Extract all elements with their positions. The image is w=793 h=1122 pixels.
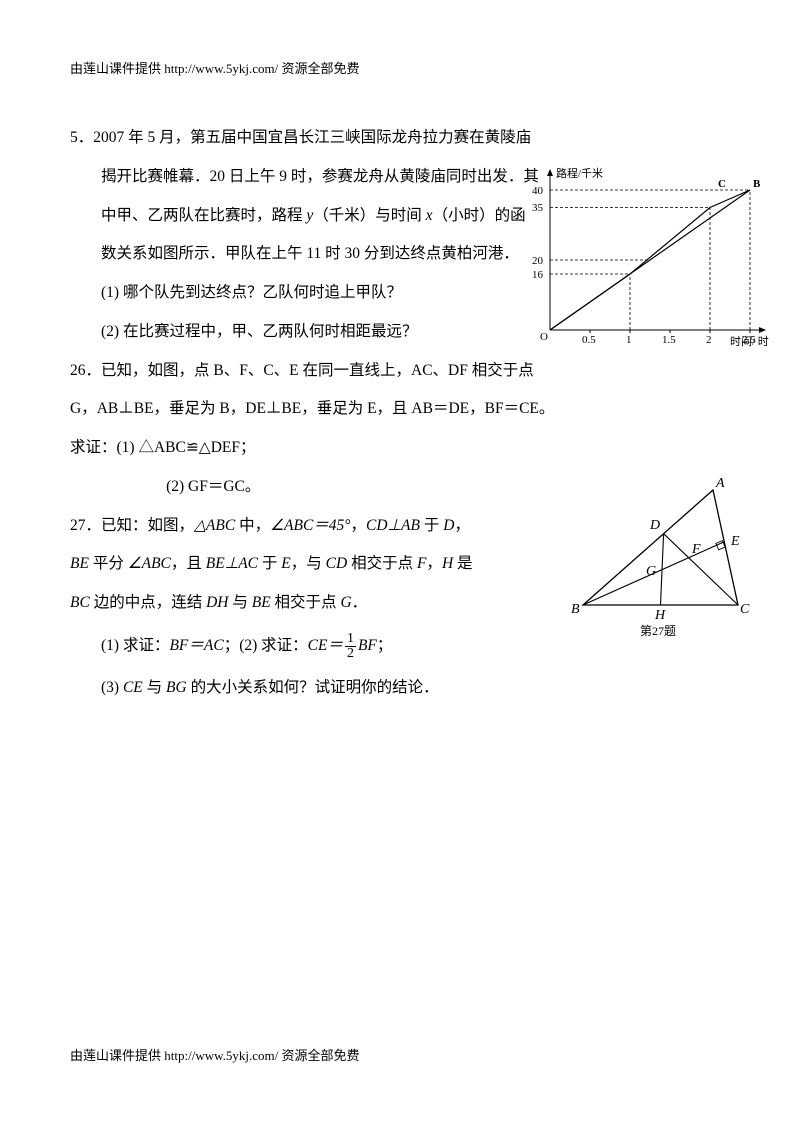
t: 中甲、乙两队在比赛时，路程: [101, 207, 306, 224]
label-c: C: [718, 178, 726, 190]
ytick: 35: [532, 202, 544, 214]
q27-l3: BC 边的中点，连结 DH 与 BE 相交于点 G．: [70, 584, 530, 623]
t: (3): [101, 679, 123, 696]
header-text2: 资源全部免费: [278, 61, 359, 76]
t: 中，: [235, 517, 270, 534]
xtick: 2.5: [742, 334, 756, 346]
y-axis-label: 路程/千米: [556, 167, 603, 180]
line-cd: [664, 534, 738, 605]
t: E: [281, 555, 290, 572]
t: 是: [453, 555, 472, 572]
t: CE＝: [308, 637, 343, 654]
t: ，: [426, 555, 442, 572]
xtick: 1: [626, 334, 632, 346]
header-text: 由莲山课件提供: [70, 61, 164, 76]
q5-chart: 路程/千米 时间/ 时 O 0.5 1 1.5 2 2.5 16 20 35 4…: [520, 165, 775, 365]
t: 与: [228, 594, 251, 611]
t: CD: [326, 555, 348, 572]
t: F: [417, 555, 426, 572]
xtick: 0.5: [582, 334, 596, 346]
fraction-half: 12: [345, 632, 356, 661]
t: 相交于点: [271, 594, 341, 611]
t: BE⊥AC: [206, 555, 258, 572]
triangle-abc: [583, 490, 738, 605]
t: DH: [206, 594, 228, 611]
label-h: H: [654, 608, 666, 623]
t: BG: [166, 679, 187, 696]
t: （千米）与时间: [313, 207, 425, 224]
t: ，与: [291, 555, 326, 572]
ytick: 16: [532, 269, 544, 281]
t: ∠ABC: [128, 555, 171, 572]
t: BF＝AC: [169, 637, 223, 654]
page-header: 由莲山课件提供 http://www.5ykj.com/ 资源全部免费: [70, 58, 723, 77]
footer-link[interactable]: http://www.5ykj.com/: [164, 1048, 278, 1063]
q27-p2: (3) CE 与 BG 的大小关系如何？试证明你的结论．: [101, 669, 723, 708]
t: ；(2) 求证：: [224, 637, 308, 654]
q26-l2: G，AB⊥BE，垂足为 B，DE⊥BE，垂足为 E，且 AB＝DE，BF＝CE。: [70, 390, 723, 429]
label-b: B: [571, 602, 580, 617]
t: H: [442, 555, 453, 572]
t: ，: [350, 517, 366, 534]
t: ，且: [171, 555, 206, 572]
xtick: 2: [706, 334, 712, 346]
t: CE: [123, 679, 143, 696]
footer-text2: 资源全部免费: [278, 1048, 359, 1063]
q27-l2: BE 平分 ∠ABC，且 BE⊥AC 于 E，与 CD 相交于点 F，H 是: [70, 545, 530, 584]
t: BE: [70, 555, 89, 572]
header-link[interactable]: http://www.5ykj.com/: [164, 61, 278, 76]
t: ，: [454, 517, 470, 534]
t: BE: [252, 594, 271, 611]
q27-l1: 27．已知：如图，△ABC 中，∠ABC＝45°，CD⊥AB 于 D，: [70, 507, 530, 546]
t: （小时）的函: [433, 207, 526, 224]
t: BC: [70, 594, 90, 611]
t: △ABC: [194, 517, 235, 534]
label-e: E: [730, 534, 740, 549]
t: 于: [420, 517, 443, 534]
label-g: G: [646, 564, 656, 579]
t: 的大小关系如何？试证明你的结论．: [187, 679, 439, 696]
label-f: F: [691, 542, 701, 557]
page-footer: 由莲山课件提供 http://www.5ykj.com/ 资源全部免费: [70, 1045, 360, 1064]
t: BF: [358, 637, 377, 654]
footer-text: 由莲山课件提供: [70, 1048, 164, 1063]
t: 与: [143, 679, 166, 696]
t: G: [340, 594, 351, 611]
t: D: [443, 517, 454, 534]
t: ．: [352, 594, 368, 611]
t: 平分: [89, 555, 128, 572]
t: CD⊥AB: [366, 517, 420, 534]
caption: 第27题: [640, 624, 676, 638]
q5-l1: 5．2007 年 5 月，第五届中国宜昌长江三峡国际龙舟拉力赛在黄陵庙: [70, 119, 723, 158]
ytick: 20: [532, 255, 544, 267]
var-x: x: [426, 207, 433, 224]
t: ∠ABC＝45°: [270, 517, 350, 534]
t: 27．已知：如图，: [70, 517, 194, 534]
q27-diagram: A B C D E F G H 第27题: [568, 475, 753, 645]
ytick: 40: [532, 185, 544, 197]
q26-l3: 求证：(1) △ABC≌△DEF；: [70, 429, 723, 468]
origin-label: O: [540, 331, 548, 343]
t: ；: [377, 637, 393, 654]
t: 边的中点，连结: [90, 594, 206, 611]
t: 相交于点: [347, 555, 417, 572]
label-a: A: [715, 476, 725, 491]
t: 于: [258, 555, 281, 572]
label-d: D: [649, 518, 660, 533]
label-b: B: [753, 178, 761, 190]
t: (1) 求证：: [101, 637, 169, 654]
xtick: 1.5: [662, 334, 676, 346]
label-c: C: [740, 602, 750, 617]
